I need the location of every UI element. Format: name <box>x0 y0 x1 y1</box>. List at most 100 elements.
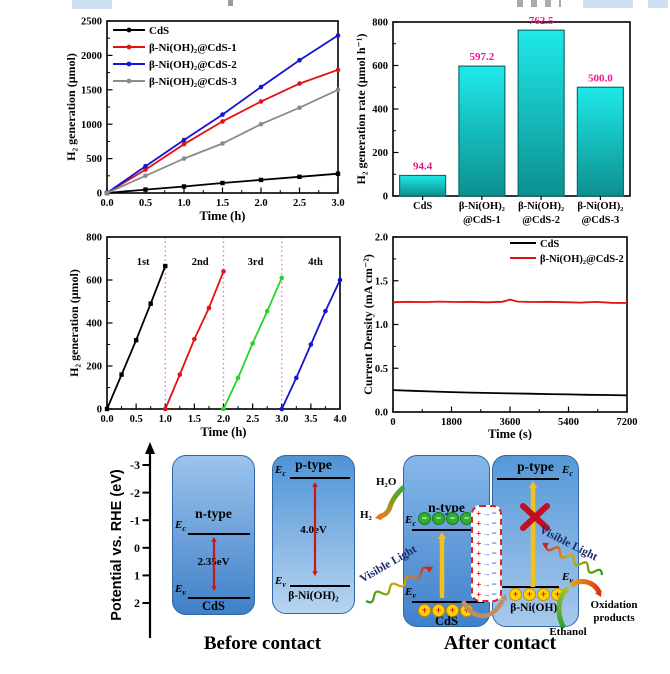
svg-text:597.2: 597.2 <box>470 51 495 63</box>
svg-text:0.0: 0.0 <box>100 198 113 209</box>
svg-text:600: 600 <box>372 61 388 72</box>
oxidation-products-label: Oxidation products <box>590 599 638 624</box>
h2o-label: H₂O <box>376 476 397 488</box>
interface-dipole-row: + → − <box>476 527 497 538</box>
svg-text:7200: 7200 <box>617 417 638 428</box>
svg-text:@CdS-2: @CdS-2 <box>522 215 560 226</box>
bandgap-arrow-icon <box>211 537 217 591</box>
interface-dipole-row: + → − <box>476 507 497 518</box>
electron-row: −−−−− <box>418 512 487 525</box>
svg-text:H₂ generation (μmol): H₂ generation (μmol) <box>67 269 81 377</box>
svg-text:3.0: 3.0 <box>331 198 344 209</box>
interface-dipole-row: + → − <box>476 548 497 559</box>
hole-transfer-arrow <box>460 594 507 618</box>
hole-icon: + <box>523 588 536 601</box>
bandgap-value: 4.0eV <box>300 524 327 536</box>
svg-text:3.0: 3.0 <box>275 414 288 425</box>
svg-text:1000: 1000 <box>81 120 102 131</box>
interface-field-box: + → − + → − + → − + → − + → − + → − + → − + → − + → − <box>471 505 502 602</box>
ec-label: Ec <box>562 464 573 479</box>
ec-label: Ec <box>405 514 416 529</box>
svg-text:CdS: CdS <box>149 25 169 37</box>
svg-text:5400: 5400 <box>558 417 579 428</box>
h2-rate-bar-chart: 0 200 400 600 800 94.4 CdS 597.2 β-Ni(OH)₂ @CdS-1… <box>354 15 631 226</box>
svg-text:2.0: 2.0 <box>375 233 388 244</box>
svg-text:3600: 3600 <box>500 417 521 428</box>
svg-text:β-Ni(OH)₂@CdS-3: β-Ni(OH)₂@CdS-3 <box>149 76 237 88</box>
material-name: β-Ni(OH)₂ <box>510 602 561 614</box>
potential-axis: -3 -2 -1 0 1 2 <box>130 442 155 638</box>
n-type-label: n-type <box>428 500 465 515</box>
interface-dipole-row: + → − <box>476 588 497 599</box>
svg-text:2: 2 <box>134 596 140 610</box>
svg-text:0: 0 <box>390 417 395 428</box>
hole-icon: + <box>432 604 445 617</box>
valence-band-line <box>497 586 559 588</box>
svg-text:2500: 2500 <box>81 17 102 28</box>
svg-text:500: 500 <box>86 154 102 165</box>
svg-text:2nd: 2nd <box>192 257 209 268</box>
ev-label: Ev <box>175 583 186 598</box>
svg-text:β-Ni(OH)₂: β-Ni(OH)₂ <box>459 201 505 212</box>
diagram-annotations: -3 -2 -1 0 1 2 <box>130 442 604 638</box>
ec-label: Ec <box>275 464 286 479</box>
svg-text:0: 0 <box>134 541 140 555</box>
svg-text:Time (s): Time (s) <box>488 427 532 440</box>
electron-icon: − <box>418 512 431 525</box>
valence-band-line <box>188 597 250 599</box>
svg-text:2.0: 2.0 <box>217 414 230 425</box>
svg-text:1: 1 <box>134 569 140 583</box>
svg-text:@CdS-3: @CdS-3 <box>581 215 619 226</box>
axis-arrow-icon <box>145 442 155 454</box>
interface-dipole-row: + → − <box>476 538 497 549</box>
cropped-artifact <box>648 0 668 8</box>
cropped-artifact <box>517 0 561 7</box>
svg-text:4.0: 4.0 <box>333 414 346 425</box>
svg-text:CdS: CdS <box>413 201 432 212</box>
svg-text:2.5: 2.5 <box>246 414 259 425</box>
svg-text:0: 0 <box>383 192 388 203</box>
cropped-artifact <box>583 0 633 8</box>
valence-band-line <box>290 585 350 587</box>
svg-text:0.0: 0.0 <box>375 408 388 419</box>
conduction-band-line <box>188 533 250 535</box>
excitation-arrow-icon <box>437 532 447 598</box>
p-type-label: p-type <box>517 459 554 474</box>
svg-text:400: 400 <box>86 319 102 330</box>
svg-text:@CdS-1: @CdS-1 <box>463 215 501 226</box>
valence-band-line <box>412 601 484 603</box>
svg-text:1.5: 1.5 <box>375 276 388 287</box>
svg-text:CdS: CdS <box>540 239 559 250</box>
before-contact-caption: Before contact <box>203 633 322 654</box>
oxidation-arrow <box>569 579 602 597</box>
hole-icon: + <box>418 604 431 617</box>
ethanol-arrow <box>556 586 569 630</box>
svg-text:3rd: 3rd <box>248 257 264 268</box>
svg-text:0.5: 0.5 <box>130 414 143 425</box>
svg-text:-1: -1 <box>130 513 140 527</box>
svg-text:-2: -2 <box>130 486 140 500</box>
interface-dipole-row: + → − <box>476 578 497 589</box>
svg-text:Time (h): Time (h) <box>201 425 247 439</box>
svg-text:600: 600 <box>86 276 102 287</box>
before-ni-box: p-type Ec 4.0eV Ev β-Ni(OH)₂ <box>272 455 355 614</box>
excitation-arrow-icon <box>528 481 538 587</box>
material-name: CdS <box>435 614 458 628</box>
svg-text:4th: 4th <box>308 257 323 268</box>
hole-icon: + <box>446 604 459 617</box>
hole-icon: + <box>537 588 550 601</box>
hole-row: + + + + <box>418 604 473 617</box>
band-diagram: -3 -2 -1 0 1 2 Potential vs. RHE (eV) n-type … <box>0 440 670 674</box>
svg-text:0.5: 0.5 <box>139 198 152 209</box>
cycling-stability-chart: 0.0 0.5 1.0 1.5 2.0 2.5 3.0 3.5 4.0 0 200 400 600 800… <box>67 233 347 439</box>
p-type-label: p-type <box>295 457 332 472</box>
h2-label: H₂ <box>360 509 372 521</box>
interface-dipole-row: + → − <box>476 568 497 579</box>
material-name: β-Ni(OH)₂ <box>288 590 339 602</box>
visible-light-wave-left <box>365 566 433 604</box>
svg-text:2.0: 2.0 <box>254 198 267 209</box>
svg-text:β-Ni(OH)₂@CdS-2: β-Ni(OH)₂@CdS-2 <box>149 59 237 71</box>
svg-text:1.0: 1.0 <box>159 414 172 425</box>
svg-text:94.4: 94.4 <box>413 160 433 172</box>
material-name: CdS <box>202 599 225 613</box>
